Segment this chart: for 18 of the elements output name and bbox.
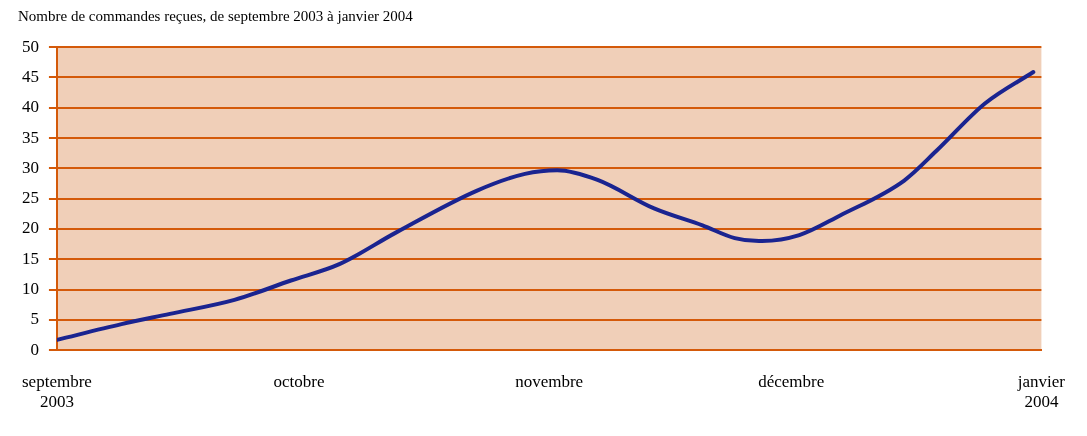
x-tick-label: janvier 2004 [1016, 371, 1066, 412]
x-tick-label: septembre 2003 [22, 371, 92, 412]
x-tick-label: novembre [515, 371, 584, 391]
y-tick-label: 5 [30, 309, 39, 329]
y-tick-label: 45 [21, 66, 39, 86]
chart-title: Nombre de commandes reçues, de septembre 2003 à janvier 2004 [18, 8, 414, 25]
y-tick-label: 10 [21, 279, 39, 299]
y-tick-label: 15 [21, 248, 39, 268]
x-tick-label: décembre [758, 371, 825, 391]
y-tick-label: 40 [21, 97, 39, 117]
y-tick-label: 30 [21, 157, 39, 177]
y-tick-label: 20 [21, 218, 39, 238]
y-tick-label: 50 [21, 36, 39, 56]
y-tick-label: 25 [21, 188, 39, 208]
line-series [56, 70, 1036, 342]
y-tick-label: 35 [21, 127, 39, 147]
x-tick-label: octobre [273, 371, 325, 391]
y-tick-label: 0 [30, 339, 39, 359]
